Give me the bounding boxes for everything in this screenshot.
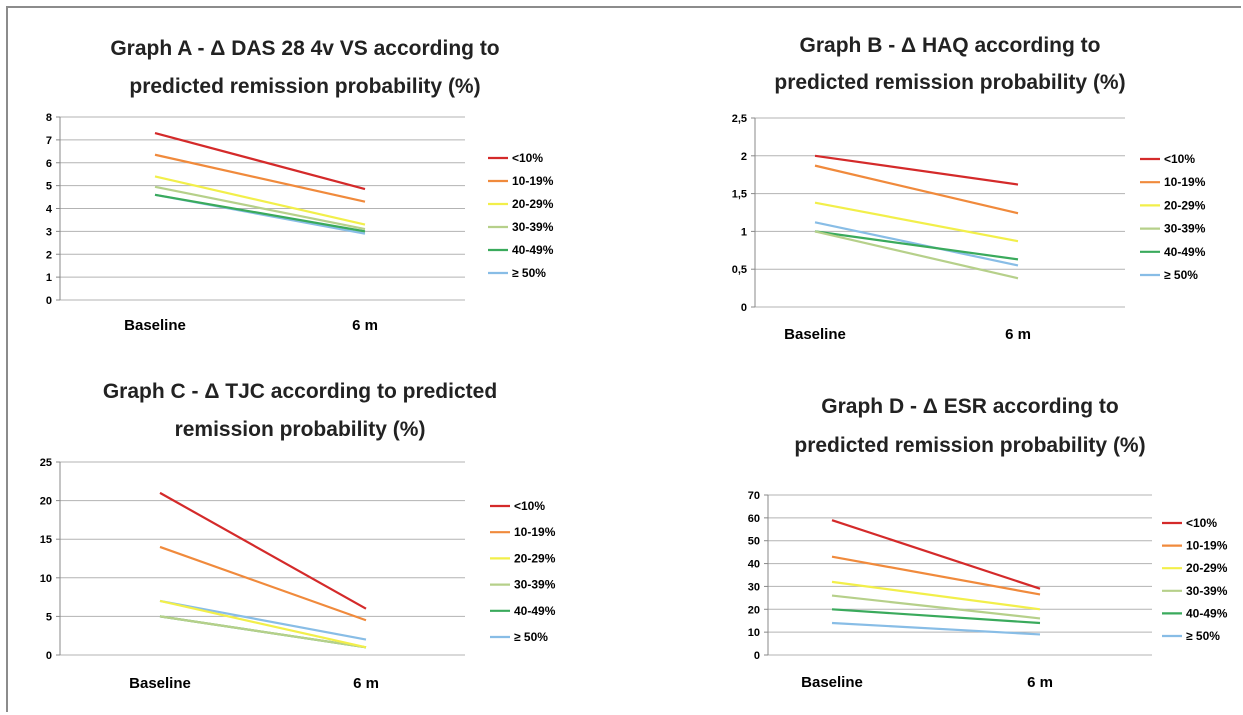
y-tick-label: 10 <box>748 627 760 639</box>
legend-label: 10-19% <box>1164 175 1206 189</box>
legend-label: ≥ 50% <box>1164 268 1198 282</box>
series-line <box>159 545 367 622</box>
legend-label: 40-49% <box>512 243 554 257</box>
y-tick-label: 4 <box>46 204 53 216</box>
y-tick-label: 1,5 <box>732 189 747 201</box>
legend-label: 10-19% <box>514 525 556 539</box>
y-tick-label: 60 <box>748 513 760 525</box>
y-tick-label: 3 <box>46 226 52 238</box>
x-tick-label: Baseline <box>784 326 846 343</box>
legend-label: ≥ 50% <box>1186 629 1220 643</box>
legend-label: 20-29% <box>1164 198 1206 212</box>
y-tick-label: 2,5 <box>732 113 747 125</box>
series-line <box>814 201 1019 243</box>
series-line <box>159 599 367 641</box>
series-line <box>814 164 1019 215</box>
series-line <box>831 594 1041 620</box>
x-tick-label: 6 m <box>1005 326 1031 343</box>
y-tick-label: 7 <box>46 135 52 147</box>
legend-label: 20-29% <box>514 551 556 565</box>
chart-c: Graph C - Δ TJC according to predicted re… <box>40 380 556 692</box>
legend-label: <10% <box>1186 516 1217 530</box>
y-tick-label: 8 <box>46 112 52 124</box>
legend-label: 30-39% <box>514 578 556 592</box>
y-tick-label: 30 <box>748 581 760 593</box>
x-tick-label: 6 m <box>352 317 378 334</box>
x-tick-label: 6 m <box>353 675 379 692</box>
legend-label: 40-49% <box>1186 606 1228 620</box>
y-tick-label: 2 <box>741 151 747 163</box>
x-tick-label: 6 m <box>1027 674 1053 691</box>
chart-title-line: predicted remission probability (%) <box>794 434 1145 457</box>
chart-b: Graph B - Δ HAQ according to predicted re… <box>732 34 1206 343</box>
y-tick-label: 40 <box>748 559 760 571</box>
y-tick-label: 5 <box>46 611 52 623</box>
series-line <box>831 608 1041 625</box>
chart-title-line: Graph A - Δ DAS 28 4v VS according to <box>110 37 499 60</box>
y-tick-label: 10 <box>40 573 52 585</box>
legend-label: ≥ 50% <box>514 630 548 644</box>
series-line <box>159 599 367 649</box>
x-tick-label: Baseline <box>801 674 863 691</box>
series-line <box>814 154 1019 186</box>
series-line <box>831 580 1041 611</box>
series-line <box>159 491 367 610</box>
chart-a: Graph A - Δ DAS 28 4v VS according to pre… <box>46 37 554 334</box>
series-line <box>814 230 1019 280</box>
y-tick-label: 2 <box>46 249 52 261</box>
legend-label: 30-39% <box>1186 584 1228 598</box>
y-tick-label: 6 <box>46 158 52 170</box>
y-tick-label: 25 <box>40 457 52 469</box>
chart-title-line: remission probability (%) <box>175 418 426 441</box>
chart-title-line: Graph D - Δ ESR according to <box>821 395 1118 418</box>
y-tick-label: 20 <box>748 604 760 616</box>
series-line <box>814 221 1019 267</box>
legend-label: 40-49% <box>1164 245 1206 259</box>
y-tick-label: 0 <box>46 650 52 662</box>
series-line <box>154 131 366 191</box>
figure-frame <box>6 6 1241 712</box>
legend-label: <10% <box>514 499 545 513</box>
series-line <box>831 519 1041 590</box>
series-line <box>154 193 366 233</box>
legend-label: 30-39% <box>512 220 554 234</box>
legend-label: 20-29% <box>1186 561 1228 575</box>
chart-title-line: Graph C - Δ TJC according to predicted <box>103 380 497 403</box>
y-tick-label: 0 <box>741 302 747 314</box>
legend-label: ≥ 50% <box>512 266 546 280</box>
legend-label: 40-49% <box>514 604 556 618</box>
series-line <box>159 615 367 649</box>
chart-title-line: Graph B - Δ HAQ according to <box>800 34 1101 57</box>
series-line <box>831 555 1041 596</box>
y-tick-label: 1 <box>46 272 52 284</box>
chart-d: Graph D - Δ ESR according to predicted re… <box>748 395 1228 691</box>
legend-label: <10% <box>512 151 543 165</box>
legend-label: <10% <box>1164 152 1195 166</box>
y-tick-label: 70 <box>748 490 760 502</box>
series-line <box>154 185 366 231</box>
y-tick-label: 0,5 <box>732 264 747 276</box>
x-tick-label: Baseline <box>129 675 191 692</box>
legend-label: 20-29% <box>512 197 554 211</box>
chart-title-line: predicted remission probability (%) <box>129 75 480 98</box>
y-tick-label: 0 <box>754 650 760 662</box>
legend-label: 30-39% <box>1164 222 1206 236</box>
series-line <box>814 230 1019 261</box>
series-line <box>831 621 1041 636</box>
chart-title-line: predicted remission probability (%) <box>774 71 1125 94</box>
y-tick-label: 15 <box>40 534 52 546</box>
legend-label: 10-19% <box>512 174 554 188</box>
series-line <box>154 175 366 226</box>
y-tick-label: 1 <box>741 226 747 238</box>
y-tick-label: 5 <box>46 181 52 193</box>
x-tick-label: Baseline <box>124 317 186 334</box>
y-tick-label: 0 <box>46 295 52 307</box>
series-line <box>154 153 366 203</box>
y-tick-label: 50 <box>748 536 760 548</box>
legend-label: 10-19% <box>1186 539 1228 553</box>
y-tick-label: 20 <box>40 496 52 508</box>
